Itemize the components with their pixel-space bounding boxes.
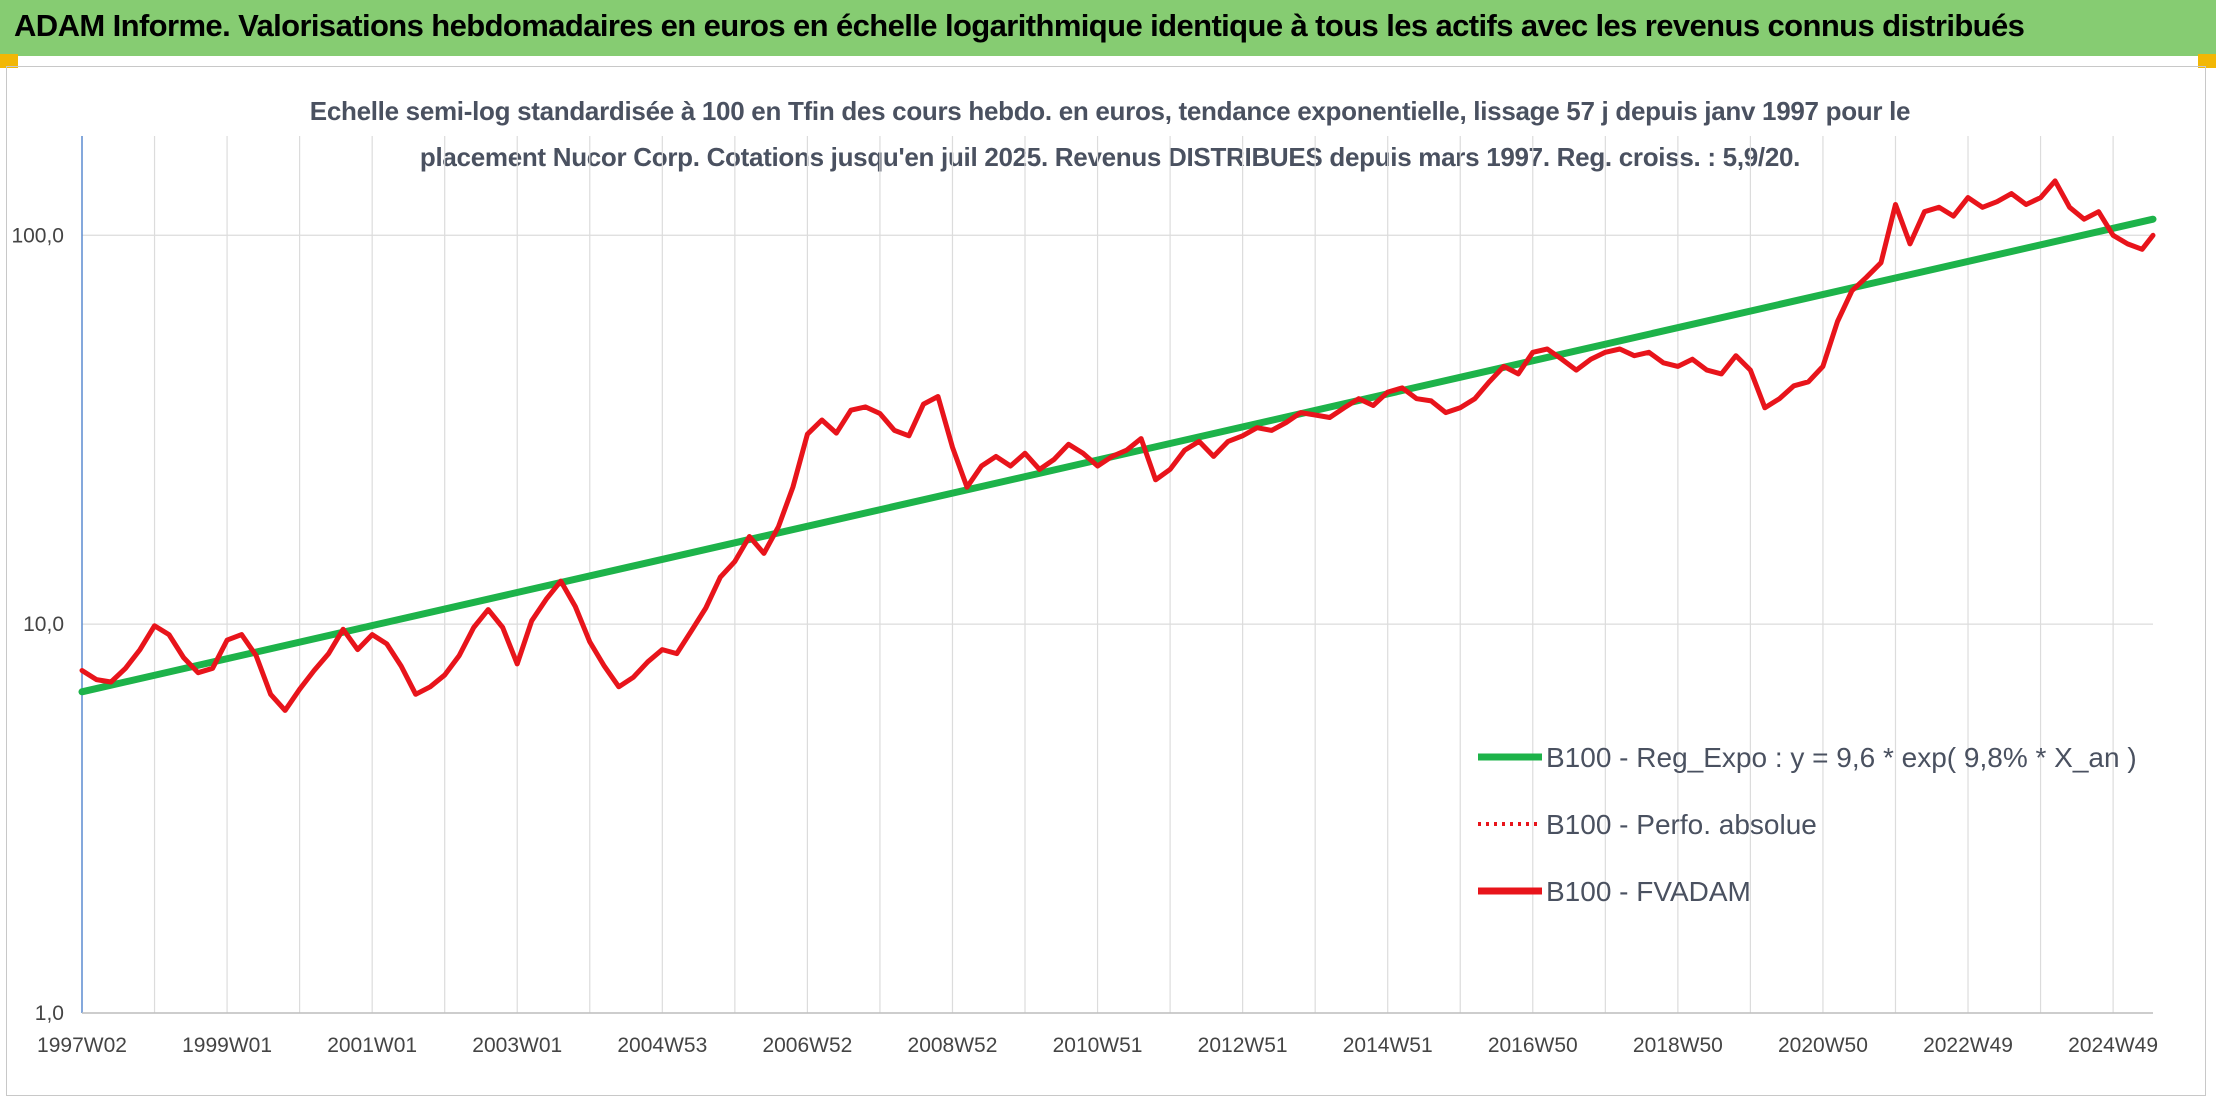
y-axis-ticks: 1,0 10,0 100,0 (11, 224, 64, 1025)
y-tick-label: 100,0 (11, 224, 64, 247)
x-tick-label: 2003W01 (472, 1034, 562, 1057)
x-tick-label: 2001W01 (327, 1034, 417, 1057)
x-tick-label: 1997W02 (37, 1034, 127, 1057)
x-tick-label: 2010W51 (1053, 1034, 1143, 1057)
legend-label-3: B100 - FVADAM (1546, 876, 1751, 907)
y-tick-label: 10,0 (23, 613, 64, 636)
legend-label-2: B100 - Perfo. absolue (1546, 809, 1817, 840)
x-tick-label: 2020W50 (1778, 1034, 1868, 1057)
legend-label-1: B100 - Reg_Expo : y = 9,6 * exp( 9,8% * … (1546, 742, 2137, 773)
x-tick-label: 2024W49 (2068, 1034, 2158, 1057)
x-axis-ticks: 1997W02 1999W01 2001W01 2003W01 2004W53 2006W… (37, 1034, 2158, 1057)
chart-frame (6, 66, 2206, 1096)
x-tick-label: 2014W51 (1343, 1034, 1433, 1057)
gridlines (82, 136, 2153, 1014)
x-tick-label: 2008W52 (908, 1034, 998, 1057)
corner-marker-left (0, 54, 18, 68)
y-tick-label: 1,0 (35, 1002, 64, 1025)
corner-marker-right (2198, 54, 2216, 68)
chart-title-line-1: Echelle semi-log standardisée à 100 en T… (309, 96, 1911, 126)
chart-title-line-2: placement Nucor Corp. Cotations jusqu'en… (419, 142, 1801, 172)
report-banner: ADAM Informe. Valorisations hebdomadaire… (0, 0, 2216, 56)
x-tick-label: 2004W53 (617, 1034, 707, 1057)
x-tick-label: 2022W49 (1923, 1034, 2013, 1057)
series-lines (78, 178, 2157, 713)
x-tick-label: 1999W01 (182, 1034, 272, 1057)
series-line-3 (79, 178, 2156, 713)
axes (81, 136, 2153, 1014)
x-tick-label: 2018W50 (1633, 1034, 1723, 1057)
x-tick-label: 2012W51 (1198, 1034, 1288, 1057)
x-tick-label: 2016W50 (1488, 1034, 1578, 1057)
legend: B100 - Reg_Expo : y = 9,6 * exp( 9,8% * … (1478, 742, 2137, 907)
report-title: ADAM Informe. Valorisations hebdomadaire… (14, 8, 2025, 43)
x-tick-label: 2006W52 (762, 1034, 852, 1057)
